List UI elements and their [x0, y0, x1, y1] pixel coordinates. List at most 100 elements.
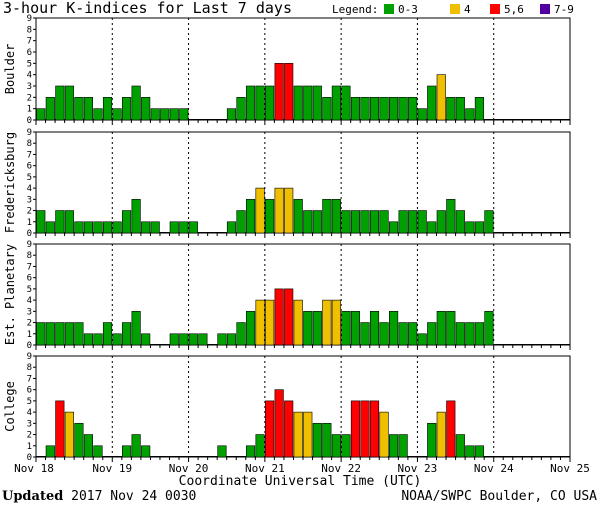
k-index-bar — [245, 199, 256, 234]
k-index-bar — [369, 311, 380, 346]
station-label: Boulder — [3, 44, 17, 95]
k-index-bar — [284, 400, 294, 458]
k-index-bar — [303, 85, 313, 121]
k-index-bar — [455, 97, 465, 121]
legend-item-label: 0-3 — [398, 3, 418, 16]
k-index-bar — [408, 97, 418, 121]
k-index-bar — [255, 434, 265, 458]
k-index-bar — [188, 221, 198, 234]
panel-frame — [35, 17, 571, 121]
k-index-bar — [255, 187, 265, 234]
k-index-bar — [341, 311, 351, 346]
k-index-bar — [112, 108, 122, 121]
k-index-bar — [398, 97, 408, 121]
k-index-bar — [293, 299, 303, 346]
k-index-bar — [293, 411, 303, 458]
y-tick-label: 8 — [27, 363, 32, 373]
y-tick-label: 8 — [27, 251, 32, 261]
k-index-bar — [131, 434, 141, 458]
k-index-bar — [331, 299, 341, 346]
k-index-bar — [436, 411, 446, 458]
k-index-bar — [236, 322, 246, 346]
k-index-bar — [274, 288, 284, 346]
x-tick-label: Nov 24 — [474, 462, 514, 475]
k-index-bar — [379, 411, 389, 458]
k-index-bar — [398, 210, 408, 234]
k-index-bar — [369, 400, 380, 458]
k-index-bar — [389, 311, 399, 346]
k-index-bar — [427, 322, 437, 346]
k-index-bar — [446, 311, 456, 346]
k-index-bar — [245, 311, 256, 346]
station-label: Fredericksburg — [3, 132, 17, 233]
k-index-bar — [64, 85, 74, 121]
x-tick-label: Nov 20 — [169, 462, 209, 475]
k-index-bar — [141, 445, 151, 458]
k-index-bar — [427, 85, 437, 121]
y-tick-label: 7 — [27, 262, 32, 272]
updated-value: 2017 Nov 24 0030 — [71, 489, 197, 504]
k-index-bar — [322, 97, 332, 121]
k-index-bar — [474, 221, 484, 234]
y-tick-label: 6 — [27, 162, 32, 172]
k-index-bar — [112, 333, 122, 346]
k-index-bar — [45, 322, 55, 346]
k-index-bar — [198, 333, 208, 346]
k-index-bar — [83, 97, 94, 121]
legend-swatch-purple — [540, 4, 550, 14]
k-index-bar — [303, 411, 313, 458]
chart-title: 3-hour K-indices for Last 7 days — [3, 0, 292, 17]
k-index-bar — [274, 187, 284, 234]
k-index-bar — [322, 199, 332, 234]
k-index-bar — [102, 97, 113, 121]
k-index-bar — [265, 299, 275, 346]
k-index-bar — [131, 85, 141, 121]
k-index-bar — [360, 322, 370, 346]
k-index-bar — [169, 108, 179, 121]
k-index-bar — [245, 85, 256, 121]
k-index-bar — [64, 322, 74, 346]
k-index-bar — [255, 85, 265, 121]
k-index-bar — [312, 423, 322, 458]
k-index-bar — [55, 85, 65, 121]
y-tick-label: 9 — [27, 14, 32, 24]
k-index-bar — [322, 299, 332, 346]
k-index-bar — [93, 445, 103, 458]
y-tick-label: 5 — [27, 397, 32, 407]
y-tick-label: 3 — [27, 419, 32, 429]
y-tick-label: 6 — [27, 386, 32, 396]
legend-item-0-3: 0-3 — [384, 3, 418, 16]
k-index-bar — [64, 411, 74, 458]
y-tick-label: 2 — [27, 319, 32, 329]
k-index-bar — [312, 311, 322, 346]
k-index-bar — [360, 400, 370, 458]
k-index-bar — [436, 311, 446, 346]
k-index-bar — [379, 97, 389, 121]
legend-item-label: 4 — [464, 3, 471, 16]
y-tick-label: 1 — [27, 218, 32, 228]
k-index-bar — [150, 221, 160, 234]
legend-swatch-red — [490, 4, 500, 14]
station-label: Est. Planetary — [3, 244, 17, 345]
k-index-bar — [389, 97, 399, 121]
k-index-bar — [179, 221, 189, 234]
k-index-bar — [341, 85, 351, 121]
k-index-bar — [122, 445, 132, 458]
legend-item-label: 5,6 — [504, 3, 524, 16]
legend-item-5-6: 5,6 — [490, 3, 524, 16]
k-index-bar — [102, 322, 113, 346]
k-index-bar — [217, 333, 227, 346]
legend-item-4: 4 — [450, 3, 471, 16]
k-index-bar — [83, 221, 94, 234]
k-index-bar — [274, 389, 284, 458]
y-tick-label: 7 — [27, 374, 32, 384]
k-index-bar — [455, 322, 465, 346]
k-index-bar — [74, 97, 84, 121]
k-index-bar — [293, 85, 303, 121]
k-index-bar — [455, 434, 465, 458]
y-tick-label: 3 — [27, 82, 32, 92]
k-index-bar — [265, 400, 275, 458]
k-index-bar — [83, 434, 94, 458]
x-tick-label: Nov 25 — [550, 462, 590, 475]
k-index-bar — [74, 221, 84, 234]
